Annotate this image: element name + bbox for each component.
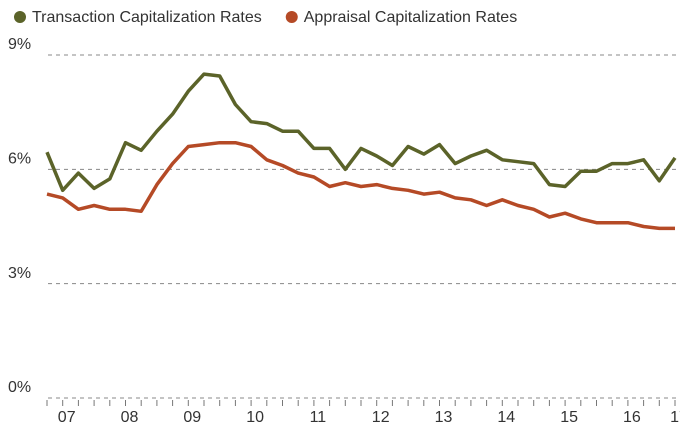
y-tick-label: 9% (8, 36, 31, 53)
x-tick-label: 17 (670, 409, 680, 426)
legend-label: Appraisal Capitalization Rates (304, 9, 517, 26)
x-tick-label: 12 (372, 409, 390, 426)
x-tick-label: 13 (435, 409, 453, 426)
series-line (46, 140, 675, 231)
legend-marker (285, 11, 298, 23)
series-line (45, 72, 677, 193)
x-tick-label: 09 (183, 409, 201, 426)
x-tick-label: 07 (58, 409, 76, 426)
y-tick-label: 3% (8, 265, 31, 282)
x-tick-label: 11 (310, 409, 327, 426)
y-tick-label: 0% (8, 379, 31, 396)
x-tick-label: 16 (623, 409, 641, 426)
x-tick-label: 08 (121, 409, 139, 426)
x-tick-label: 14 (497, 409, 515, 426)
legend-marker (14, 11, 26, 23)
legend-label: Transaction Capitalization Rates (32, 9, 262, 26)
x-tick-label: 15 (560, 409, 578, 426)
x-tick-label: 10 (246, 409, 264, 426)
y-tick-label: 6% (8, 151, 31, 168)
